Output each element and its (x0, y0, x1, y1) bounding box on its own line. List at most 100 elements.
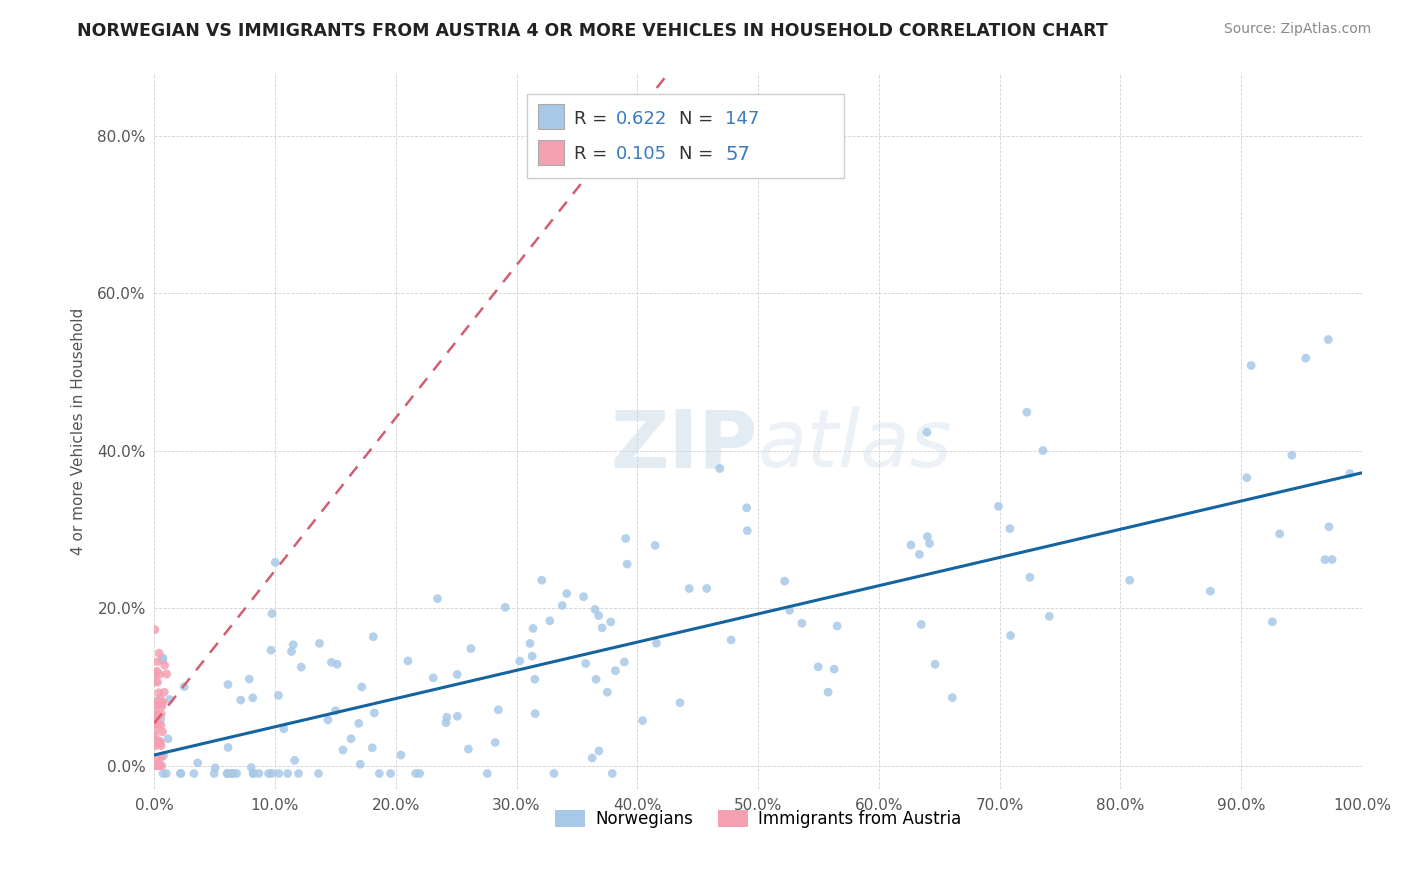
Point (222, 766, 245, 780)
Point (457, 742, 479, 756)
Point (152, 766, 174, 780)
Point (146, 655, 169, 669)
Point (159, 692, 181, 706)
Point (150, 697, 173, 711)
Point (153, 658, 176, 673)
Point (326, 657, 349, 672)
Point (148, 698, 170, 712)
Point (146, 665, 169, 679)
Point (1018, 570, 1040, 584)
Point (143, 735, 166, 749)
Point (277, 766, 299, 780)
Point (281, 638, 304, 652)
Point (426, 591, 449, 606)
Point (155, 766, 177, 780)
Point (148, 758, 170, 772)
Point (240, 760, 263, 774)
Point (460, 641, 482, 656)
Point (217, 740, 239, 755)
Point (204, 761, 226, 775)
Point (152, 748, 174, 763)
Point (644, 538, 666, 552)
Point (924, 657, 946, 672)
Point (530, 573, 553, 587)
Point (156, 731, 179, 746)
Point (998, 522, 1021, 536)
Point (146, 717, 169, 731)
Point (173, 680, 195, 694)
Point (308, 636, 330, 650)
Point (225, 766, 247, 780)
Text: N =: N = (679, 110, 718, 128)
Point (486, 703, 509, 717)
Point (321, 656, 343, 670)
Text: 147: 147 (725, 110, 759, 128)
Point (790, 616, 813, 631)
Point (152, 695, 174, 709)
Point (242, 690, 264, 705)
Point (1015, 405, 1038, 419)
Point (170, 766, 193, 780)
Point (187, 756, 209, 770)
Point (900, 538, 922, 552)
Point (169, 766, 191, 780)
Point (146, 710, 169, 724)
Text: Source: ZipAtlas.com: Source: ZipAtlas.com (1223, 22, 1371, 37)
Point (494, 600, 516, 615)
Point (146, 757, 169, 772)
Point (149, 758, 172, 772)
Point (149, 691, 172, 706)
Point (1038, 609, 1060, 624)
Point (149, 734, 172, 748)
Point (202, 766, 225, 780)
Point (145, 733, 167, 747)
Point (150, 699, 173, 714)
Point (148, 758, 170, 772)
Point (1268, 526, 1291, 541)
Text: 0.105: 0.105 (616, 145, 666, 163)
Point (287, 766, 309, 780)
Point (143, 758, 166, 772)
Point (143, 739, 166, 754)
Point (605, 664, 627, 678)
Point (1236, 471, 1258, 485)
Point (349, 757, 371, 772)
Point (436, 710, 458, 724)
Point (267, 766, 290, 780)
Point (260, 607, 283, 621)
Point (555, 586, 578, 600)
Point (915, 425, 938, 440)
Point (183, 766, 205, 780)
Point (446, 709, 468, 723)
Point (143, 710, 166, 724)
Point (149, 718, 172, 732)
Point (149, 697, 172, 711)
Point (143, 723, 166, 738)
Point (696, 582, 718, 596)
Point (908, 548, 931, 562)
Point (380, 766, 402, 780)
Point (217, 677, 239, 691)
Point (408, 766, 430, 780)
Point (290, 660, 312, 674)
Point (613, 655, 636, 669)
Point (150, 758, 173, 772)
Point (519, 636, 541, 650)
Point (807, 660, 830, 674)
Point (148, 686, 170, 700)
Point (150, 697, 173, 711)
Point (520, 649, 543, 664)
Point (260, 643, 283, 657)
Point (143, 714, 166, 728)
Point (148, 758, 170, 772)
Point (572, 590, 595, 604)
Point (145, 694, 167, 708)
Point (325, 704, 347, 718)
Point (146, 709, 169, 723)
Point (146, 710, 169, 724)
Point (146, 756, 169, 771)
Point (307, 766, 329, 780)
Point (645, 636, 668, 650)
Point (150, 750, 173, 764)
Point (143, 733, 166, 747)
